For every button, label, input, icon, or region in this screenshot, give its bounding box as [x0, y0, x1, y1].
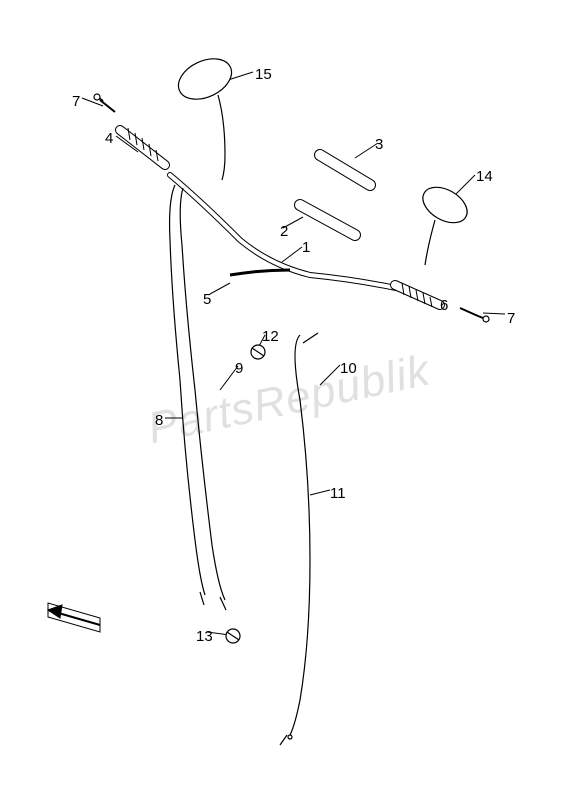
callout-5: 5	[203, 291, 211, 308]
callout-2: 2	[280, 223, 288, 240]
callout-11: 11	[330, 485, 346, 502]
callout-1: 1	[302, 239, 310, 256]
callout-9: 9	[235, 360, 243, 377]
callout-7: 7	[72, 93, 80, 110]
callout-13: 13	[196, 628, 213, 645]
callout-14: 14	[476, 168, 493, 185]
callout-10: 10	[340, 360, 357, 377]
callout-12: 12	[262, 328, 279, 345]
callout-3: 3	[375, 136, 383, 153]
callout-4: 4	[105, 130, 113, 147]
callout-15: 15	[255, 66, 272, 83]
callout-8: 8	[155, 412, 163, 429]
diagram-svg	[0, 0, 578, 800]
callout-7: 7	[507, 310, 515, 327]
callout-6: 6	[440, 297, 448, 314]
